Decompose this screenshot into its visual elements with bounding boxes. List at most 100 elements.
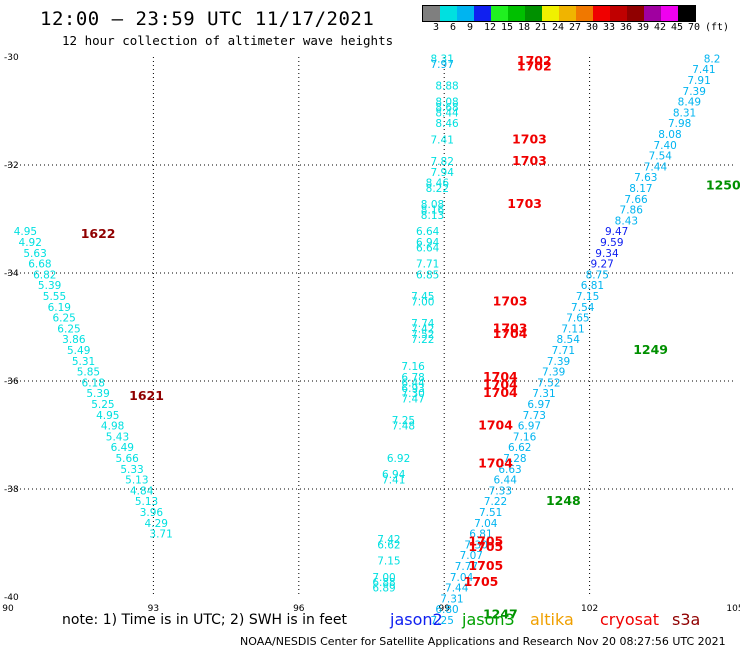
x-tick-label: 105 — [726, 604, 740, 614]
swh-value: 7.71 — [552, 345, 575, 357]
swh-value: 8.46 — [435, 118, 459, 130]
swh-value: 5.33 — [120, 464, 143, 476]
legend-cryosat: cryosat — [600, 610, 660, 629]
swh-value: 6.64 — [416, 226, 440, 238]
swh-value: 8.2 — [704, 53, 721, 65]
swh-value: 7.45 — [411, 291, 434, 303]
scale-swatch — [678, 6, 695, 21]
swh-value: 7.47 — [401, 394, 424, 406]
y-tick-label: -34 — [4, 269, 19, 279]
swh-value: 7.86 — [620, 205, 644, 217]
swh-value: 7.48 — [392, 421, 415, 433]
swh-value: 4.95 — [96, 410, 119, 422]
swh-value: 7.41 — [431, 134, 454, 146]
scale-swatch — [440, 6, 457, 21]
swh-value: 7.25 — [392, 415, 415, 427]
swh-value: 3.86 — [62, 334, 86, 346]
swh-value: 9.34 — [595, 248, 619, 260]
swh-value: 7.00 — [411, 296, 434, 308]
pass-time-label: 1705 — [468, 539, 503, 554]
swh-value: 6.49 — [111, 442, 134, 454]
swh-value: 4.29 — [145, 518, 168, 530]
swh-value: 8.31 — [431, 53, 454, 65]
swh-value: 6.25 — [57, 323, 80, 335]
swh-value: 7.41 — [382, 475, 405, 487]
swh-value: 6.81 — [469, 529, 492, 541]
scale-label: 18 — [518, 22, 531, 33]
scale-swatch — [661, 6, 678, 21]
pass-time-label: 1704 — [493, 326, 528, 341]
swh-value: 8.16 — [421, 205, 445, 217]
swh-value: 6.88 — [372, 577, 395, 589]
swh-value: 7.39 — [547, 356, 570, 368]
swh-value: 7.22 — [484, 496, 507, 508]
pass-time-label: 1250 — [706, 177, 740, 192]
swh-value: 6.85 — [416, 269, 439, 281]
legend-jason2: jason2 — [390, 610, 443, 629]
swh-value: 5.31 — [72, 356, 95, 368]
swh-value: 8.43 — [615, 215, 638, 227]
swh-value: 3.71 — [149, 529, 172, 541]
x-tick-label: 102 — [581, 604, 598, 614]
swh-value: 7.04 — [450, 572, 474, 584]
scale-label: 24 — [552, 22, 565, 33]
swh-value: 8.31 — [673, 107, 696, 119]
scale-label: 33 — [603, 22, 616, 33]
x-tick-label: 99 — [438, 604, 450, 614]
scale-label: 70 — [688, 22, 701, 33]
swh-value: 8.13 — [421, 210, 444, 222]
swh-value: 7.16 — [401, 361, 425, 373]
swh-value: 7.42 — [377, 534, 400, 546]
pass-time-label: 1247 — [483, 607, 518, 622]
swh-value: 7.31 — [532, 388, 555, 400]
swh-value: 6.25 — [52, 313, 75, 325]
page-subtitle: 12 hour collection of altimeter wave hei… — [62, 33, 394, 48]
scale-swatch — [559, 6, 576, 21]
legend-jason3: jason3 — [462, 610, 515, 629]
scale-swatch — [423, 6, 440, 21]
swh-value: 6.80 — [435, 604, 458, 616]
swh-value: 5.13 — [125, 475, 148, 487]
scale-swatch — [525, 6, 542, 21]
swh-value: 7.28 — [503, 453, 526, 465]
scale-swatch — [491, 6, 508, 21]
swh-value: 7.66 — [624, 194, 648, 206]
swh-value: 7.44 — [644, 161, 668, 173]
swh-value: 7.91 — [687, 75, 710, 87]
pass-time-label: 1705 — [464, 574, 499, 589]
scale-label: 3 — [433, 22, 440, 33]
swh-value: 6.97 — [518, 421, 541, 433]
credit-text: NOAA/NESDIS Center for Satellite Applica… — [240, 635, 574, 648]
wave-height-scale-labels: 3 6 9 12 15 18 21 24 27 30 33 36 39 42 45 70 (ft) — [422, 22, 740, 34]
pass-time-label: 1705 — [468, 534, 503, 549]
pass-time-label: 1703 — [493, 320, 528, 335]
swh-value: 7.39 — [542, 367, 565, 379]
pass-time-label: 1248 — [546, 493, 581, 508]
swh-value: 7.77 — [455, 561, 478, 573]
swh-value: 6.44 — [401, 377, 425, 389]
swh-value: 7.44 — [445, 583, 469, 595]
swh-value: 7.39 — [683, 86, 706, 98]
y-tick-label: -30 — [4, 53, 19, 63]
pass-time-label: 1704 — [483, 369, 518, 384]
swh-value: 6.92 — [387, 453, 410, 465]
swh-value: 7.30 — [401, 388, 424, 400]
swh-value: 4.84 — [130, 485, 154, 497]
scale-label: 15 — [501, 22, 514, 33]
swh-value: 6.64 — [416, 242, 440, 254]
swh-value: 5.43 — [106, 431, 129, 443]
y-tick-label: -32 — [4, 161, 19, 171]
swh-value: 8.68 — [435, 102, 458, 114]
swh-value: 8.08 — [658, 129, 681, 141]
swh-value: 5.25 — [91, 399, 114, 411]
swh-value: 7.52 — [411, 329, 434, 341]
swh-value: 7.41 — [692, 64, 715, 76]
scale-label: 27 — [569, 22, 582, 33]
swh-value: 7.40 — [653, 140, 676, 152]
swh-value: 7.98 — [668, 118, 691, 130]
pass-time-label: 1622 — [81, 226, 116, 241]
swh-value: 4.95 — [14, 226, 37, 238]
swh-value: 8.17 — [629, 183, 652, 195]
swh-value: 9.47 — [605, 226, 628, 238]
